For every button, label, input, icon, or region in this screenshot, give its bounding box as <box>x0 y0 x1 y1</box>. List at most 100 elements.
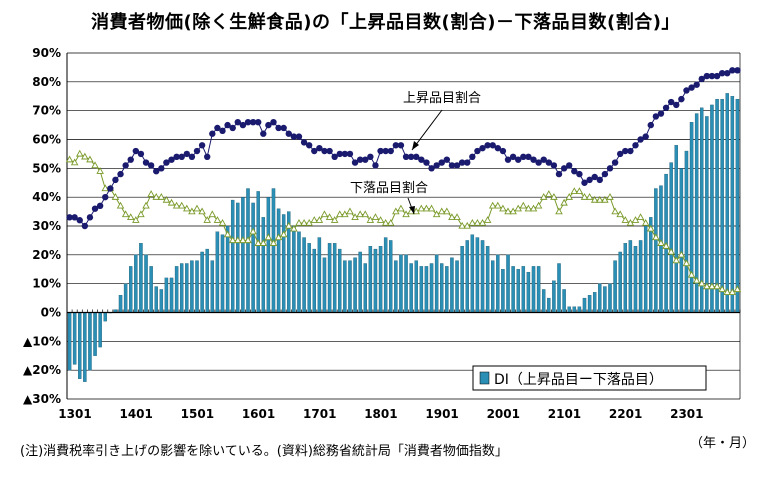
rise-ratio-point <box>351 159 359 166</box>
fall-ratio-point <box>96 167 104 174</box>
fall-ratio-point <box>376 216 385 223</box>
fall-ratio-point <box>458 221 466 229</box>
di-bar <box>643 225 648 313</box>
x-tick-label: 1301 <box>58 407 91 421</box>
rise-ratio-point <box>362 156 369 163</box>
fall-ratio-point <box>264 233 273 241</box>
rise-ratio-point <box>397 142 405 149</box>
rise-ratio-point <box>632 142 639 149</box>
di-bar <box>399 254 403 313</box>
di-bar <box>348 260 352 313</box>
rise-ratio-point <box>474 147 481 155</box>
di-bar <box>526 271 531 313</box>
rise-ratio-annotation: 上昇品目割合 <box>403 90 481 106</box>
di-bar <box>618 251 622 313</box>
rise-ratio-point <box>479 144 486 152</box>
di-bar <box>179 263 184 313</box>
fall-ratio-point <box>647 224 655 232</box>
rise-ratio-point <box>464 159 471 166</box>
fall-ratio-point <box>290 224 298 232</box>
fall-ratio-point <box>81 152 89 160</box>
di-bar <box>368 246 373 313</box>
di-bar <box>205 248 209 313</box>
di-bar <box>78 312 82 379</box>
fall-ratio-point <box>616 210 624 218</box>
rise-ratio-point <box>204 153 211 160</box>
di-bar <box>256 191 260 313</box>
fall-ratio-point <box>550 193 558 200</box>
fall-ratio-line <box>69 153 738 293</box>
rise-ratio-point <box>295 133 303 140</box>
rise-ratio-point <box>581 179 588 186</box>
fall-ratio-point <box>91 161 99 169</box>
di-bar <box>225 225 230 313</box>
di-bar <box>200 251 204 313</box>
fall-ratio-point <box>361 210 370 218</box>
di-bar <box>429 263 434 313</box>
rise-ratio-point <box>540 156 547 163</box>
di-bar <box>103 312 107 322</box>
rise-ratio-point <box>667 98 675 106</box>
y-tick-label: 10% <box>32 277 61 291</box>
x-tick-label: 2101 <box>548 407 581 421</box>
rise-ratio-point <box>525 153 532 160</box>
rise-ratio-point <box>112 176 119 184</box>
fall-ratio-point <box>580 193 589 200</box>
di-bar <box>72 312 77 365</box>
rise-ratio-point <box>652 113 660 120</box>
rise-ratio-point <box>458 159 466 166</box>
fall-ratio-annotation: 下落品目割合 <box>350 180 428 196</box>
di-bar <box>577 306 582 313</box>
rise-ratio-point <box>453 162 461 169</box>
di-bar <box>210 260 215 313</box>
rise-ratio-point <box>622 147 629 155</box>
di-bar <box>710 104 714 313</box>
rise-ratio-point <box>311 147 318 155</box>
fall-ratio-point <box>524 204 533 212</box>
x-tick-label: 2301 <box>670 407 703 421</box>
di-bar <box>669 162 673 313</box>
di-bar <box>276 208 281 313</box>
di-bar <box>440 263 444 313</box>
rise-ratio-point <box>163 159 170 166</box>
di-bar <box>496 254 500 313</box>
rise-ratio-point <box>688 84 695 91</box>
fall-ratio-point <box>723 288 732 295</box>
fall-ratio-point <box>488 201 497 209</box>
rise-ratio-point <box>606 165 614 172</box>
zero-baseline <box>66 309 741 314</box>
di-bar <box>322 257 327 313</box>
fall-ratio-point <box>244 236 252 244</box>
di-bar <box>455 260 459 313</box>
fall-ratio-point <box>101 184 110 192</box>
di-bar <box>261 217 266 313</box>
di-bar <box>603 286 607 313</box>
rise-ratio-point <box>316 144 323 152</box>
di-bar <box>164 277 169 313</box>
y-tick-label: 80% <box>32 75 61 89</box>
fall-ratio-point <box>111 193 120 200</box>
y-tick-label: ▲30% <box>23 392 61 406</box>
di-bar <box>343 260 347 313</box>
di-bar <box>562 289 566 313</box>
x-tick-label: 1401 <box>119 407 152 421</box>
di-bar <box>613 260 617 313</box>
rise-ratio-point <box>489 142 496 149</box>
fall-ratio-point <box>596 195 604 203</box>
rise-ratio-point <box>214 124 221 132</box>
fall-ratio-point <box>157 193 166 200</box>
fall-ratio-point <box>152 193 160 200</box>
fall-ratio-point <box>234 236 242 244</box>
rise-ratio-point <box>107 185 114 192</box>
di-bar <box>246 188 250 313</box>
rise-ratio-point <box>198 142 206 149</box>
di-bar <box>358 251 362 313</box>
rise-ratio-point <box>188 153 196 160</box>
legend-box <box>472 365 707 391</box>
fall-ratio-point <box>657 239 665 246</box>
y-tick-label: 60% <box>32 133 61 147</box>
di-bar <box>689 122 694 313</box>
rise-ratio-point <box>244 119 252 126</box>
fall-ratio-point <box>534 201 543 209</box>
fall-ratio-point <box>473 218 482 226</box>
